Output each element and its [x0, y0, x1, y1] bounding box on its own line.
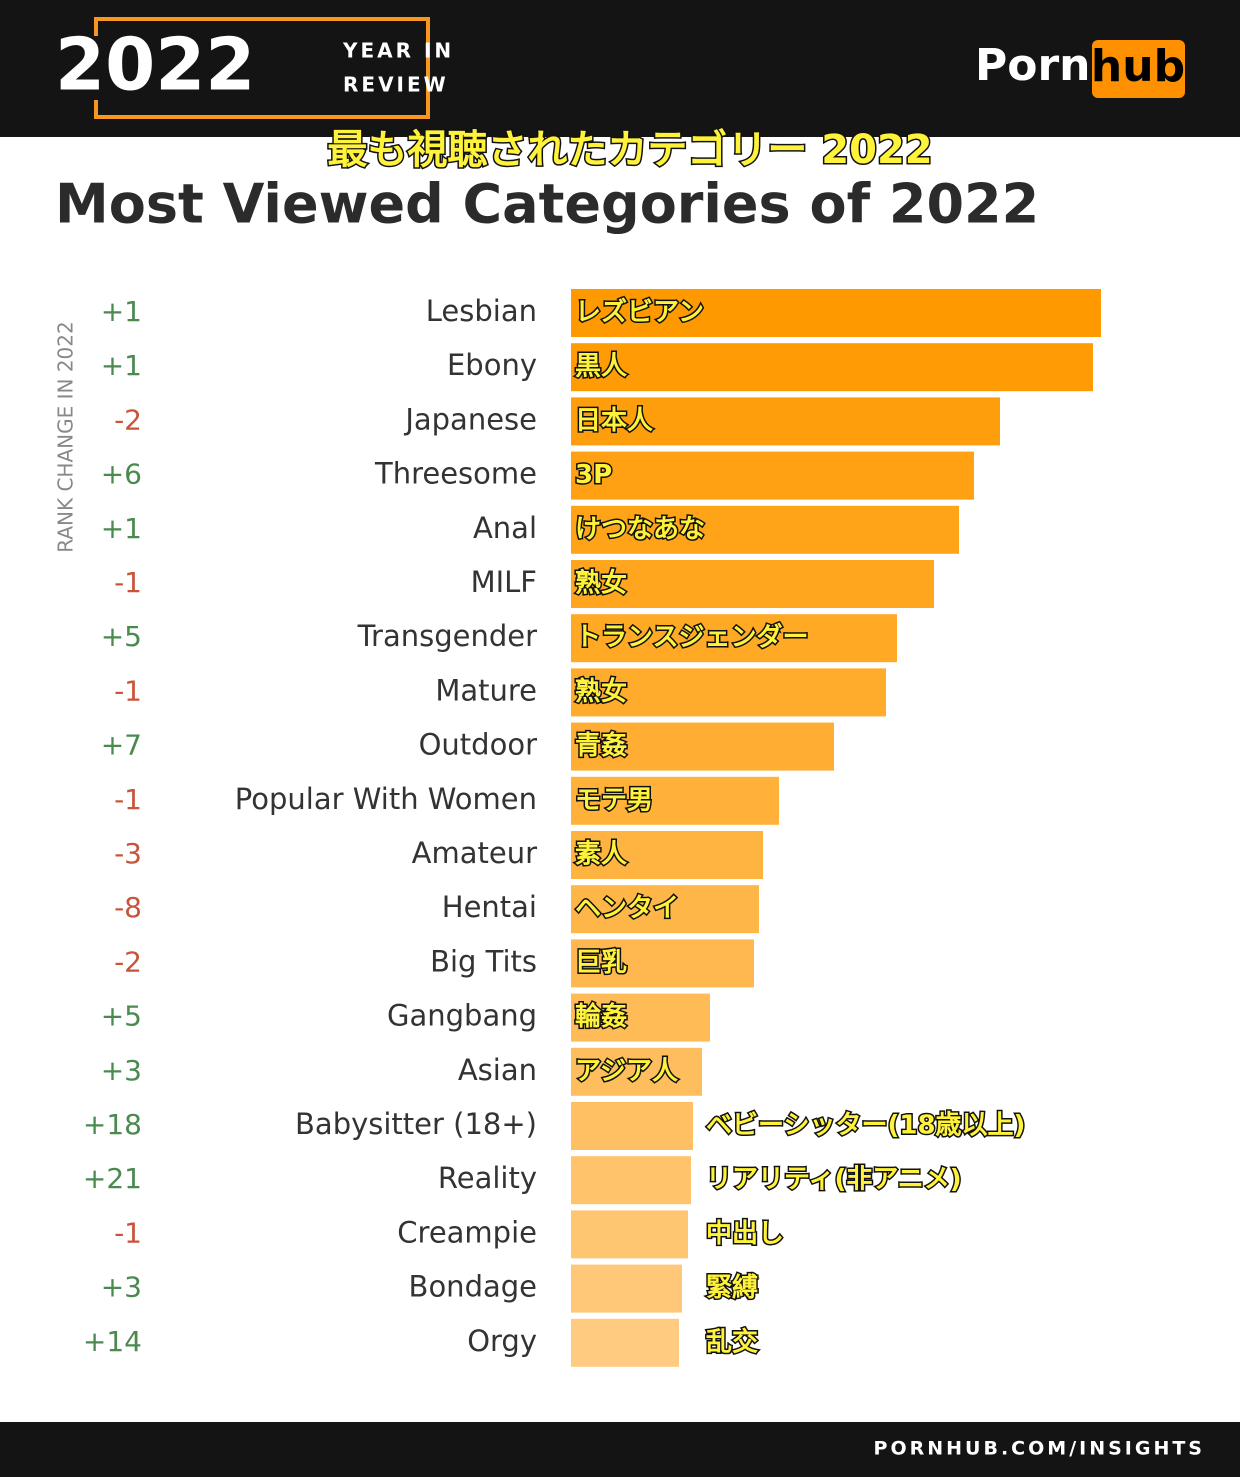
rows: +1 Lesbian レズビアン +1 Ebony 黒人 -2 Japanese 日本人 +6 Th… — [83, 289, 1101, 1367]
rank-change: -1 — [114, 1216, 142, 1249]
rank-change: +18 — [83, 1108, 142, 1141]
category-label: Asian — [458, 1053, 537, 1087]
label-ja: 巨乳 — [575, 948, 627, 978]
bar — [571, 1210, 688, 1259]
category-label: MILF — [471, 565, 537, 599]
bar — [571, 668, 886, 717]
bar — [571, 885, 759, 934]
label-ja: 熟女 — [575, 568, 627, 599]
category-label: Outdoor — [419, 728, 537, 762]
logo-right: hub — [1091, 41, 1185, 92]
category-label: Orgy — [467, 1324, 537, 1358]
category-label: Transgender — [357, 619, 538, 653]
category-label: Gangbang — [387, 999, 537, 1033]
rank-change: +14 — [83, 1325, 142, 1358]
label-ja: アジア人 — [575, 1056, 678, 1086]
bar — [571, 343, 1093, 392]
label-ja: 青姦 — [575, 730, 627, 761]
bar — [571, 505, 959, 554]
bar — [571, 831, 763, 879]
rank-change: +3 — [101, 1271, 142, 1304]
logo-box — [1092, 40, 1185, 98]
rank-change: -8 — [114, 891, 142, 924]
category-label: Big Tits — [430, 944, 537, 978]
category-label: Amateur — [412, 836, 537, 870]
category-label: Lesbian — [426, 294, 537, 328]
bar — [571, 722, 834, 771]
label-ja: 輪姦 — [575, 1001, 627, 1032]
rank-change: +5 — [101, 1000, 142, 1033]
category-label: Popular With Women — [235, 782, 537, 816]
rank-change: +1 — [101, 512, 142, 545]
label-ja: 日本人 — [575, 406, 653, 436]
bar — [571, 1264, 682, 1313]
label-ja: トランスジェンダー — [575, 622, 808, 653]
bar — [571, 560, 934, 608]
rank-change: +5 — [101, 620, 142, 653]
rank-axis-label: RANK CHANGE IN 2022 — [54, 321, 78, 552]
label-ja: レズビアン — [575, 297, 704, 328]
category-label: Babysitter (18+) — [295, 1107, 537, 1141]
bar — [571, 993, 710, 1042]
rank-change: +7 — [101, 729, 142, 762]
bar — [571, 289, 1101, 337]
header-mask — [50, 36, 340, 100]
rank-change: +21 — [83, 1162, 142, 1195]
label-ja: 乱交 — [706, 1326, 758, 1357]
logo-left: Porn — [975, 40, 1091, 91]
category-label: Reality — [438, 1161, 537, 1195]
header-year-in: YEAR IN — [342, 39, 454, 63]
category-label: Threesome — [374, 457, 537, 491]
bar — [571, 1102, 693, 1150]
rank-change: +3 — [101, 1054, 142, 1087]
bar — [571, 776, 779, 825]
footer-band — [0, 1422, 1240, 1477]
bar — [571, 1047, 702, 1096]
bar — [571, 397, 1000, 446]
bar — [571, 1156, 691, 1205]
rank-change: -2 — [114, 403, 142, 436]
rank-change: -1 — [114, 783, 142, 816]
label-ja: ヘンタイ — [575, 894, 679, 924]
rank-change: +6 — [101, 458, 142, 491]
category-label: Ebony — [447, 348, 537, 382]
label-ja: けつなあな — [575, 514, 705, 544]
label-ja: 3P — [575, 460, 612, 490]
header-review: REVIEW — [343, 73, 449, 97]
label-ja: 中出し — [706, 1219, 784, 1249]
header-year: 2022 — [55, 23, 255, 107]
label-ja: 熟女 — [575, 676, 627, 707]
category-label: Hentai — [442, 890, 537, 924]
label-ja: ベビーシッター(18歳以上) — [706, 1111, 1025, 1141]
rank-change: +1 — [101, 295, 142, 328]
category-label: Mature — [435, 673, 537, 707]
label-ja: 黒人 — [575, 352, 627, 382]
category-label: Creampie — [397, 1215, 537, 1249]
rank-change: -2 — [114, 945, 142, 978]
footer-url: PORNHUB.COM/INSIGHTS — [874, 1438, 1205, 1460]
rank-change: -3 — [114, 837, 142, 870]
category-label: Japanese — [403, 402, 537, 436]
label-ja: リアリティ(非アニメ) — [706, 1165, 962, 1195]
rank-change: -1 — [114, 674, 142, 707]
bar — [571, 1318, 679, 1367]
category-label: Bondage — [409, 1270, 537, 1304]
chart-title: Most Viewed Categories of 2022 — [55, 173, 1039, 236]
bar — [571, 451, 974, 500]
label-ja: 素人 — [575, 840, 627, 870]
label-ja: モテ男 — [575, 785, 653, 815]
rank-change: +1 — [101, 349, 142, 382]
bar — [571, 614, 897, 663]
category-label: Anal — [473, 511, 537, 545]
bar — [571, 939, 754, 988]
title-ja: 最も視聴されたカテゴリー 2022 — [327, 127, 932, 173]
label-ja: 緊縛 — [706, 1272, 758, 1303]
rank-change: -1 — [114, 566, 142, 599]
